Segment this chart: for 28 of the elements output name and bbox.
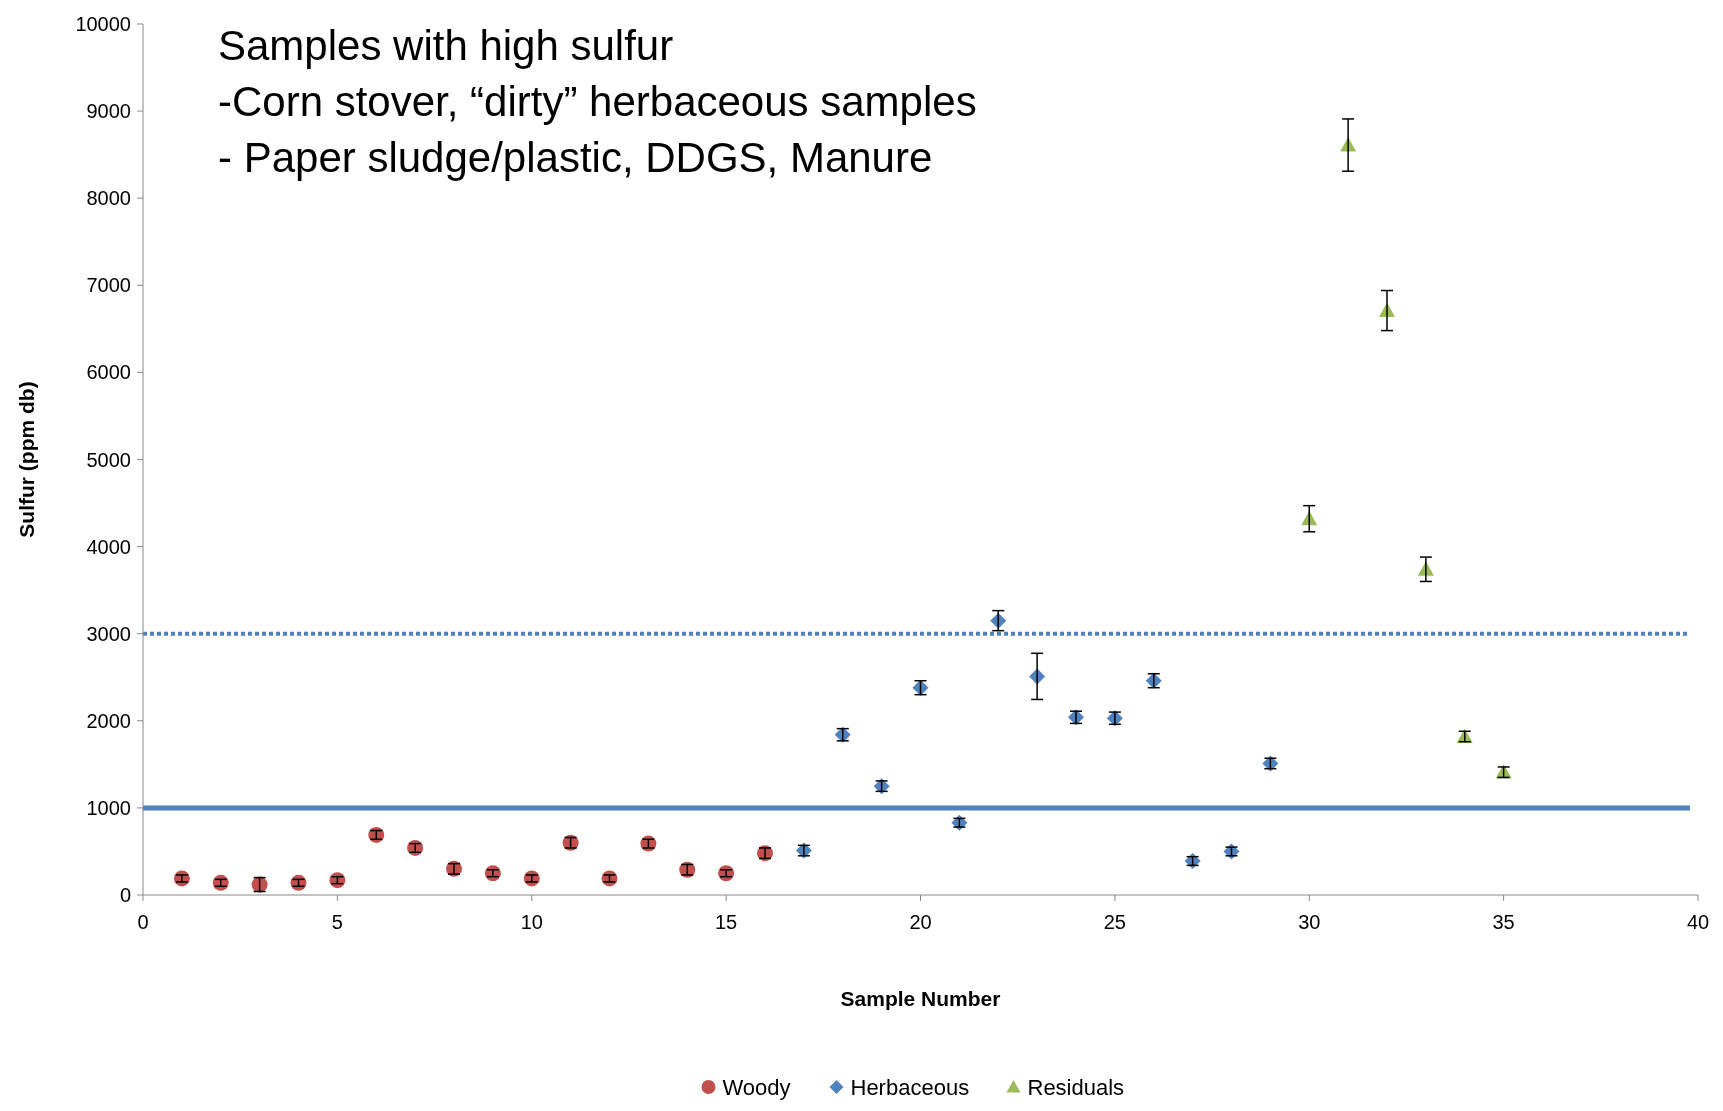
y-tick-label: 8000 xyxy=(86,187,131,210)
legend-label: Woody xyxy=(722,1075,791,1100)
y-tick-label: 2000 xyxy=(86,709,131,732)
x-tick-label: 40 xyxy=(1686,911,1710,933)
annotation: -Corn stover, “dirty” herbaceous samples xyxy=(218,78,977,125)
y-tick-label: 3000 xyxy=(86,622,131,645)
chart-title: Samples with high sulfur xyxy=(218,22,674,69)
x-tick-label: 20 xyxy=(909,911,932,933)
y-tick-label: 5000 xyxy=(86,448,131,471)
x-tick-label: 30 xyxy=(1298,911,1321,933)
y-tick-label: 7000 xyxy=(86,274,131,297)
x-tick-label: 0 xyxy=(137,911,149,933)
y-axis-title: Sulfur (ppm db) xyxy=(15,381,38,538)
y-tick-label: 1000 xyxy=(86,796,131,819)
y-tick-label: 10000 xyxy=(75,13,131,35)
x-tick-label: 5 xyxy=(331,911,343,933)
x-axis-title: Sample Number xyxy=(840,987,1001,1010)
annotation: - Paper sludge/plastic, DDGS, Manure xyxy=(218,134,933,181)
y-tick-label: 0 xyxy=(119,884,131,906)
legend-label: Residuals xyxy=(1027,1075,1125,1100)
legend-label: Herbaceous xyxy=(850,1075,970,1100)
x-tick-label: 10 xyxy=(520,911,543,933)
y-tick-label: 4000 xyxy=(86,535,131,558)
x-tick-label: 25 xyxy=(1103,911,1126,933)
y-tick-label: 6000 xyxy=(86,361,131,384)
x-tick-label: 35 xyxy=(1492,911,1515,933)
x-tick-label: 15 xyxy=(715,911,738,933)
y-tick-label: 9000 xyxy=(86,100,131,123)
